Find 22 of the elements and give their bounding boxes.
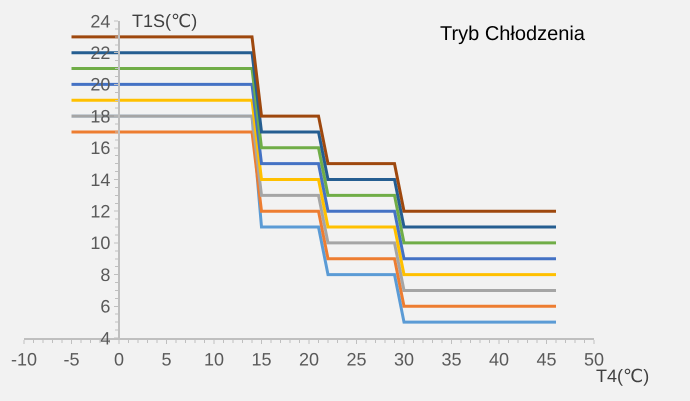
y-tick-label: 10 <box>90 233 110 254</box>
x-tick-label: 25 <box>346 350 367 370</box>
x-tick-label: 15 <box>251 350 272 370</box>
y-tick-label: 14 <box>90 170 110 190</box>
x-tick-label: -5 <box>63 350 80 370</box>
x-tick-label: 45 <box>536 350 557 370</box>
x-tick-label: 40 <box>488 350 510 370</box>
x-tick-label: 5 <box>161 350 172 370</box>
y-tick-label: 12 <box>90 202 110 222</box>
y-tick-label: 16 <box>90 138 110 158</box>
x-tick-label: 0 <box>114 350 124 370</box>
x-tick-label: 30 <box>394 350 414 370</box>
x-tick-label: -10 <box>10 350 38 370</box>
x-tick-label: 20 <box>298 350 320 370</box>
x-tick-label: 35 <box>441 350 462 370</box>
y-tick-label: 6 <box>100 296 110 317</box>
y-tick-label: 4 <box>100 328 110 348</box>
chart-title: Tryb Chłodzenia <box>440 23 586 45</box>
y-tick-label: 8 <box>100 264 110 285</box>
x-tick-label: 10 <box>204 350 224 370</box>
y-axis-title: T1S(℃) <box>132 11 198 31</box>
y-tick-label: 24 <box>90 11 110 32</box>
